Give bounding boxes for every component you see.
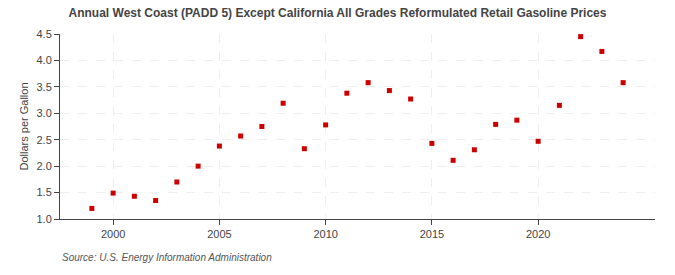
svg-text:3.0: 3.0 (37, 107, 52, 119)
svg-text:2005: 2005 (207, 228, 231, 240)
svg-text:Annual West Coast (PADD 5) Exc: Annual West Coast (PADD 5) Except Califo… (69, 6, 607, 20)
svg-text:4.5: 4.5 (37, 28, 52, 40)
svg-text:2015: 2015 (420, 228, 444, 240)
svg-text:2.5: 2.5 (37, 134, 52, 146)
svg-text:1.0: 1.0 (37, 213, 52, 225)
svg-text:Dollars per Gallon: Dollars per Gallon (18, 82, 30, 170)
svg-text:2.0: 2.0 (37, 160, 52, 172)
svg-text:4.0: 4.0 (37, 54, 52, 66)
svg-text:Source: U.S. Energy Informatio: Source: U.S. Energy Information Administ… (62, 252, 272, 263)
svg-text:3.5: 3.5 (37, 81, 52, 93)
svg-text:1.5: 1.5 (37, 186, 52, 198)
svg-text:2010: 2010 (313, 228, 337, 240)
svg-text:2000: 2000 (101, 228, 125, 240)
svg-text:2020: 2020 (526, 228, 550, 240)
